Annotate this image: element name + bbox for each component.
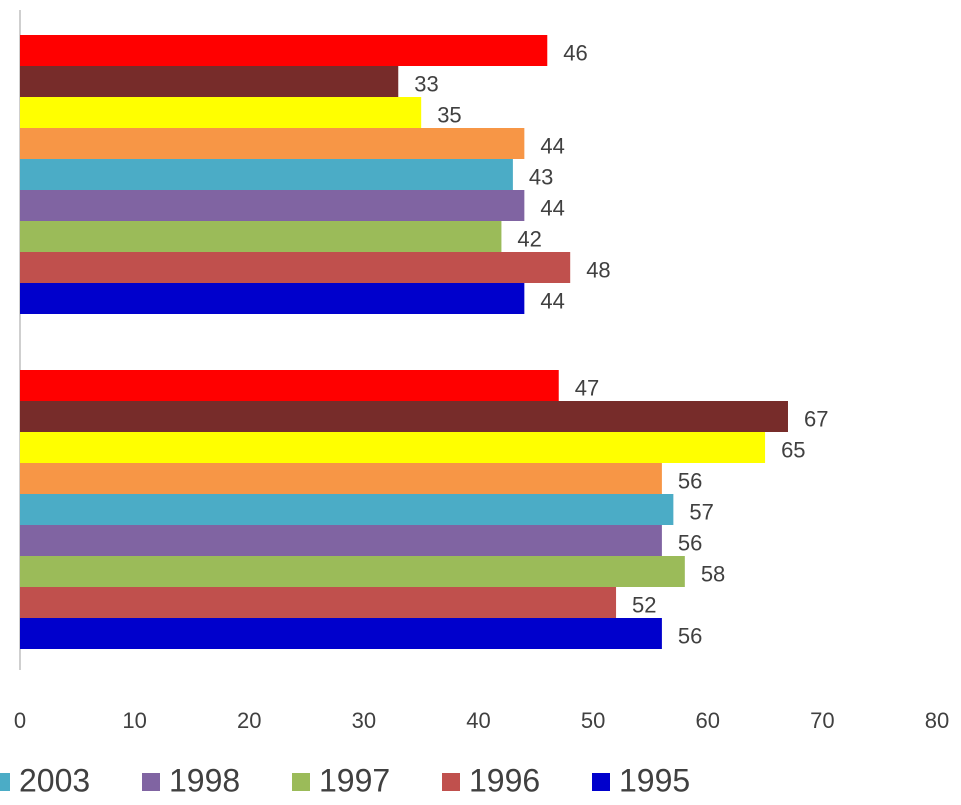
- bar: [20, 494, 673, 525]
- data-label: 42: [517, 226, 541, 251]
- bar: [20, 618, 662, 649]
- x-tick-label: 40: [466, 708, 490, 733]
- x-tick-label: 50: [581, 708, 605, 733]
- data-label: 44: [540, 195, 564, 220]
- bar: [20, 370, 559, 401]
- x-tick-label: 60: [696, 708, 720, 733]
- data-label: 67: [804, 406, 828, 431]
- data-label: 56: [678, 530, 702, 555]
- data-label: 35: [437, 102, 461, 127]
- bar: [20, 159, 513, 190]
- data-label: 44: [540, 133, 564, 158]
- bar: [20, 587, 616, 618]
- page: 0 10 20 30 40 50 60 70 80 46 33 35 44 43 44 42 48 44 47 67 6…: [0, 0, 961, 805]
- data-label: 58: [701, 561, 725, 586]
- x-tick-label: 20: [237, 708, 261, 733]
- data-label: 47: [575, 375, 599, 400]
- legend-swatch: [442, 773, 460, 791]
- data-label: 33: [414, 71, 438, 96]
- bar: [20, 401, 788, 432]
- legend-label: 2003: [19, 762, 90, 798]
- bar: [20, 97, 421, 128]
- data-label: 48: [586, 257, 610, 282]
- data-label: 57: [689, 499, 713, 524]
- bar: [20, 35, 547, 66]
- bar: [20, 463, 662, 494]
- x-tick-label: 30: [352, 708, 376, 733]
- chart: 0 10 20 30 40 50 60 70 80 46 33 35 44 43 44 42 48 44 47 67 6…: [0, 0, 961, 805]
- bar: [20, 128, 524, 159]
- legend-swatch: [592, 773, 610, 791]
- data-label: 52: [632, 592, 656, 617]
- bar: [20, 190, 524, 221]
- bar: [20, 66, 398, 97]
- bar: [20, 252, 570, 283]
- data-label: 65: [781, 437, 805, 462]
- legend-swatch: [0, 773, 10, 791]
- bar: [20, 283, 524, 314]
- data-label: 56: [678, 623, 702, 648]
- data-label: 46: [563, 40, 587, 65]
- bar: [20, 525, 662, 556]
- data-label: 56: [678, 468, 702, 493]
- x-tick-label: 80: [925, 708, 949, 733]
- legend-swatch: [292, 773, 310, 791]
- legend-label: 1996: [469, 762, 540, 798]
- bar: [20, 556, 685, 587]
- legend-label: 1995: [619, 762, 690, 798]
- x-tick-label: 10: [122, 708, 146, 733]
- bar: [20, 432, 765, 463]
- legend-label: 1998: [169, 762, 240, 798]
- legend-label: 1997: [319, 762, 390, 798]
- x-tick-label: 0: [14, 708, 26, 733]
- x-tick-label: 70: [810, 708, 834, 733]
- bar: [20, 221, 501, 252]
- legend-swatch: [142, 773, 160, 791]
- data-label: 44: [540, 288, 564, 313]
- data-label: 43: [529, 164, 553, 189]
